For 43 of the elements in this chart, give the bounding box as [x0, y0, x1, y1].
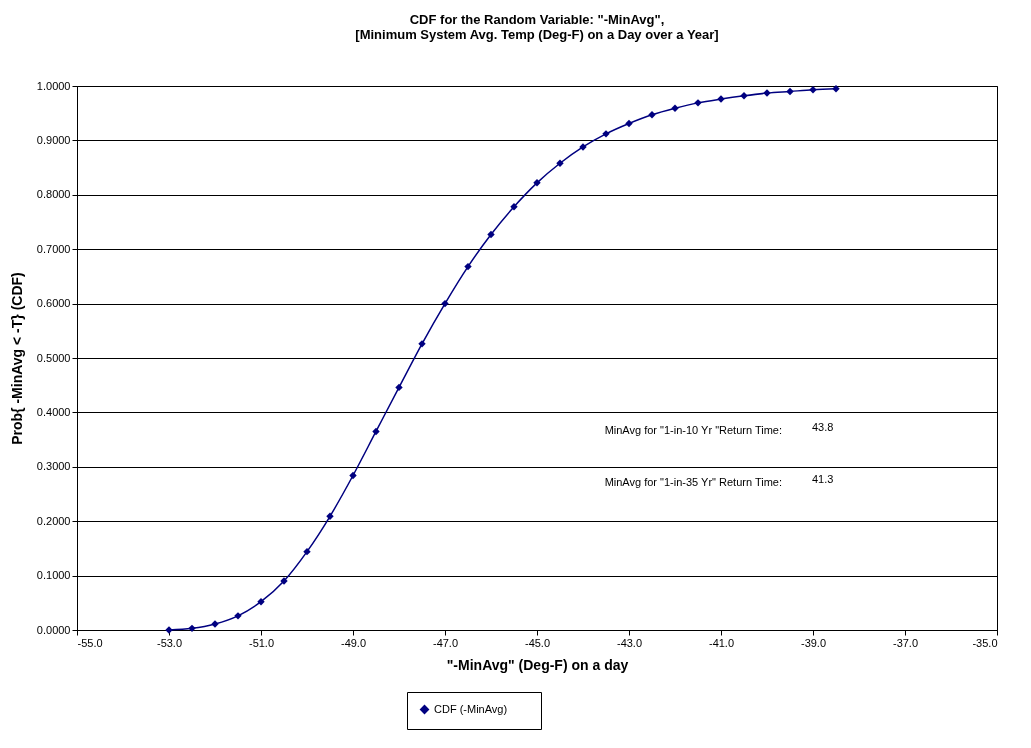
y-tick-label: 0.2000	[36, 514, 71, 527]
point	[625, 119, 633, 128]
x-tick-label: -53.0	[156, 636, 183, 649]
x-tick-label: -43.0	[616, 636, 643, 649]
y-tick-label: 0.5000	[36, 351, 71, 364]
x-tick-label: -55.0	[77, 636, 103, 649]
x-tick-label: -37.0	[892, 636, 919, 649]
y-tick-label: 0.1000	[36, 569, 71, 582]
x-axis-title: "-MinAvg" (Deg-F) on a day	[446, 656, 629, 673]
point	[786, 87, 794, 96]
y-axis-title: Prob{ -MinAvg < -T} (CDF)	[8, 272, 25, 445]
point	[441, 299, 449, 308]
point	[303, 547, 311, 556]
y-tick-label: 0.3000	[36, 460, 71, 473]
point	[326, 512, 334, 521]
x-tick-label: -51.0	[248, 636, 275, 649]
annotation: 41.3	[812, 473, 834, 485]
point	[671, 104, 679, 113]
point	[464, 262, 472, 271]
x-tick-label: -35.0	[972, 636, 998, 649]
y-tick-label: 0.4000	[36, 405, 71, 418]
y-tick-label: 0.7000	[36, 242, 71, 255]
x-tick-label: -39.0	[800, 636, 827, 649]
y-tick-label: 1.0000	[36, 79, 71, 92]
point	[395, 383, 403, 392]
point	[372, 427, 380, 436]
x-tick-label: -45.0	[524, 636, 551, 649]
y-tick-label: 0.8000	[36, 188, 71, 201]
y-tick-label: 0.0000	[36, 623, 71, 636]
x-tick-label: -47.0	[432, 636, 459, 649]
y-tick-label: 0.6000	[36, 297, 71, 310]
annotation: MinAvg for "1-in-10 Yr "Return Time:	[604, 424, 782, 436]
x-tick-label: -41.0	[708, 636, 735, 649]
chart-title: CDF for the Random Variable: "-MinAvg", [Minimum System Avg. Temp (Deg-F) on a Day over a Year]	[355, 12, 719, 42]
annotation: 43.8	[812, 421, 834, 433]
legend-label: CDF (-MinAvg)	[434, 702, 508, 715]
annotation: MinAvg for "1-in-35 Yr" Return Time:	[604, 476, 782, 488]
point	[188, 624, 196, 633]
y-tick-label: 0.9000	[36, 133, 71, 146]
point	[349, 471, 357, 480]
point	[487, 230, 495, 239]
point	[257, 598, 265, 606]
x-tick-label: -49.0	[340, 636, 367, 649]
